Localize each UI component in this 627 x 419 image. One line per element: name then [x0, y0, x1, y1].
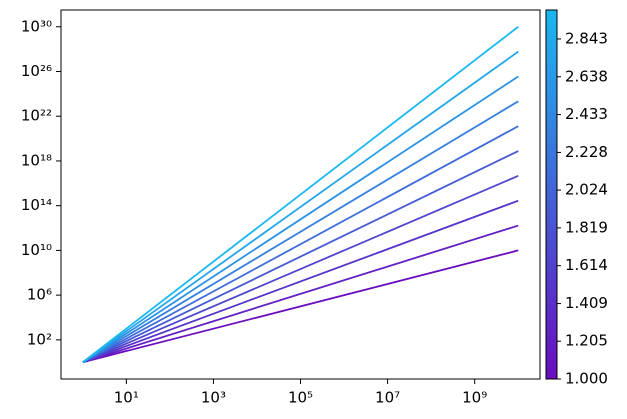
y-tick-label: 10¹⁰ [21, 241, 52, 259]
colorbar-tick-label: 2.228 [565, 143, 608, 161]
y-tick-label: 10²² [21, 107, 52, 125]
line [82, 224, 519, 364]
line [82, 150, 519, 364]
x-tick-label: 10⁵ [288, 389, 313, 407]
y-tick-label: 10¹⁸ [21, 151, 52, 169]
line [82, 100, 519, 363]
colorbar [545, 9, 558, 380]
colorbar-tick-label: 2.843 [565, 29, 608, 47]
y-tick-label: 10² [27, 330, 52, 348]
x-tick-label: 10³ [201, 389, 226, 407]
colorbar-tick-label: 1.409 [565, 294, 608, 312]
colorbar-tick-label: 2.024 [565, 181, 608, 199]
line [82, 50, 519, 363]
y-tick-label: 10³⁰ [21, 17, 52, 35]
line [82, 125, 519, 364]
line [82, 75, 519, 363]
line [82, 175, 519, 364]
colorbar-tick-label: 1.819 [565, 218, 608, 236]
colorbar-tick-label: 1.000 [565, 370, 608, 388]
y-tick-label: 10⁶ [27, 286, 52, 304]
line [82, 199, 519, 364]
x-tick-label: 10¹ [114, 389, 139, 407]
colorbar-tick-label: 1.614 [565, 256, 608, 274]
y-tick-label: 10¹⁴ [21, 196, 52, 214]
colorbar-tick-label: 1.205 [565, 332, 608, 350]
y-tick-label: 10²⁶ [21, 62, 52, 80]
colorbar-tick-label: 2.638 [565, 67, 608, 85]
x-tick-label: 10⁹ [462, 389, 487, 407]
line [82, 249, 519, 364]
x-tick-label: 10⁷ [375, 389, 400, 407]
colorbar-tick-label: 2.433 [565, 105, 608, 123]
line [82, 26, 519, 363]
